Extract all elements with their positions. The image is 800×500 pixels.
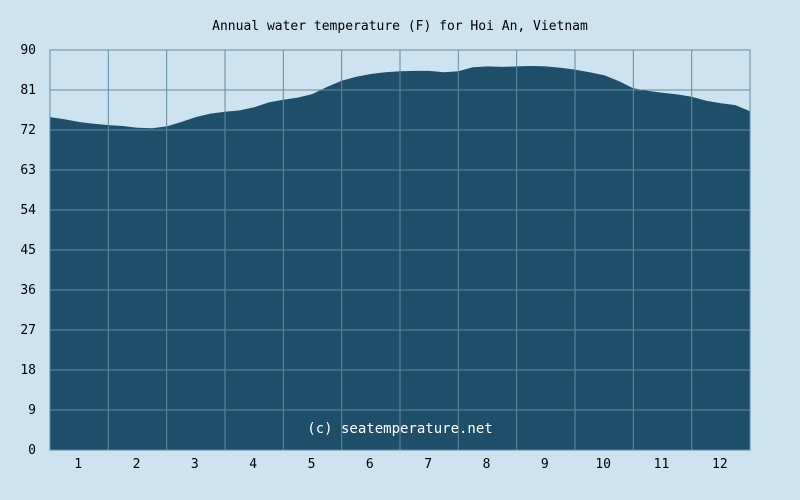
y-tick-label: 54 — [20, 203, 36, 218]
x-tick-label: 11 — [654, 457, 670, 472]
y-tick-label: 18 — [20, 363, 36, 378]
y-tick-label: 63 — [20, 163, 36, 178]
chart-title: Annual water temperature (F) for Hoi An,… — [212, 19, 588, 34]
y-tick-label: 72 — [20, 123, 36, 138]
watermark-text: (c) seatemperature.net — [307, 421, 492, 437]
y-tick-label: 36 — [20, 283, 36, 298]
x-tick-label: 4 — [249, 457, 257, 472]
y-tick-label: 9 — [28, 403, 36, 418]
y-tick-label: 0 — [28, 443, 36, 458]
y-tick-label: 90 — [20, 43, 36, 58]
x-tick-label: 3 — [191, 457, 199, 472]
grid-lines — [50, 49, 750, 451]
x-axis-tick-labels: 1 2 3 4 5 6 7 8 9 10 11 12 — [74, 457, 727, 472]
y-tick-label: 27 — [20, 323, 36, 338]
x-tick-label: 12 — [712, 457, 728, 472]
y-axis-tick-labels: 0 9 18 27 36 45 54 63 72 81 90 — [20, 43, 36, 458]
x-tick-label: 2 — [133, 457, 141, 472]
x-tick-label: 9 — [541, 457, 549, 472]
x-tick-label: 1 — [74, 457, 82, 472]
x-tick-label: 7 — [424, 457, 432, 472]
y-tick-label: 81 — [20, 83, 36, 98]
x-tick-label: 8 — [483, 457, 491, 472]
x-tick-label: 10 — [595, 457, 611, 472]
x-tick-label: 6 — [366, 457, 374, 472]
x-tick-label: 5 — [308, 457, 316, 472]
y-tick-label: 45 — [20, 243, 36, 258]
plot-frame — [49, 49, 751, 451]
